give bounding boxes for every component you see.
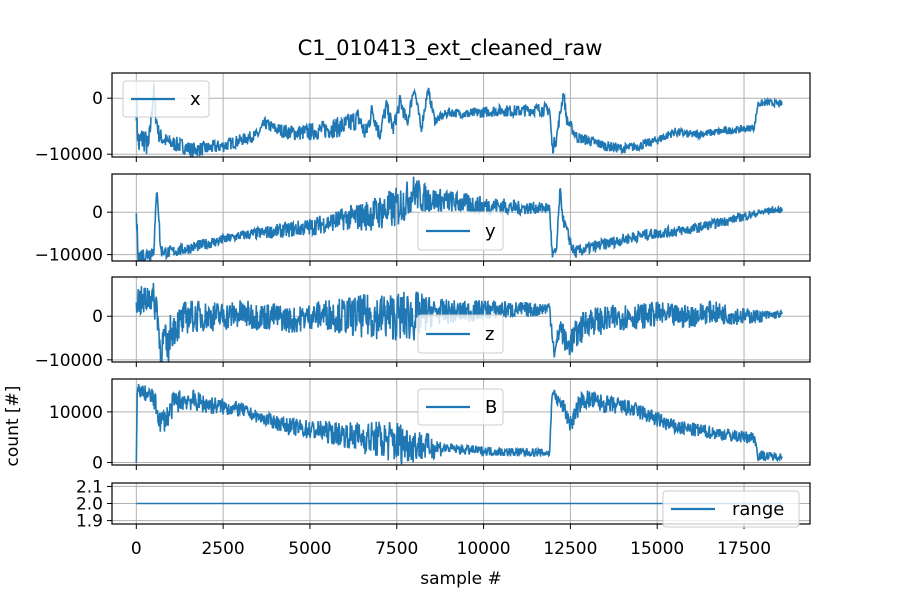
legend-y: y [417,211,504,251]
y-tick-label: −10000 [35,145,103,165]
x-tick-label: 12500 [543,539,597,559]
legend-label: y [485,221,496,242]
chart-title: C1_010413_ext_cleaned_raw [298,36,603,61]
y-tick-label: 10000 [49,403,103,423]
x-tick-label: 17500 [717,539,771,559]
y-tick-label: 2.1 [76,477,103,497]
y-tick-label: 0 [92,203,103,223]
x-tick-label: 10000 [457,539,511,559]
subplot-B: 0 10000 B [49,378,811,473]
subplot-y: −10000 0 y [35,173,811,266]
x-tick-label: 0 [131,539,142,559]
series-line-x [135,83,783,157]
subplot-frame [111,173,811,262]
y-tick-label: 1.9 [76,512,103,532]
subplot-frame [111,72,811,158]
legend-range: range [662,490,800,528]
y-tick-label: 0 [92,307,103,327]
x-tick-label: 5000 [288,539,331,559]
subplot-frame [111,482,811,525]
legend-label: range [732,499,784,520]
legend-label: z [485,324,494,345]
x-axis-label: sample # [420,569,501,589]
x-tick-label: 15000 [630,539,684,559]
series-line-y [135,176,783,261]
legend-label: B [485,397,497,418]
subplot-x: −10000 0 x [35,72,811,165]
subplot-frame [111,378,811,466]
legend-z: z [417,314,504,354]
x-tick-label: 2500 [201,539,244,559]
series-line-B [135,383,783,465]
subplot-z: −10000 0 z [35,276,811,371]
subplot-frame [111,276,811,363]
legend-label: x [190,89,201,110]
y-axis-label: count [#] [3,386,23,467]
y-tick-label: 2.0 [76,495,103,515]
legend-B: B [417,388,504,426]
subplot-range: 1.92.02.1 range [76,477,811,532]
y-tick-label: 0 [92,89,103,109]
x-tick-label: 7500 [375,539,418,559]
y-tick-label: −10000 [35,351,103,371]
y-tick-label: −10000 [35,246,103,266]
y-tick-label: 0 [92,453,103,473]
legend-x: x [122,80,210,118]
